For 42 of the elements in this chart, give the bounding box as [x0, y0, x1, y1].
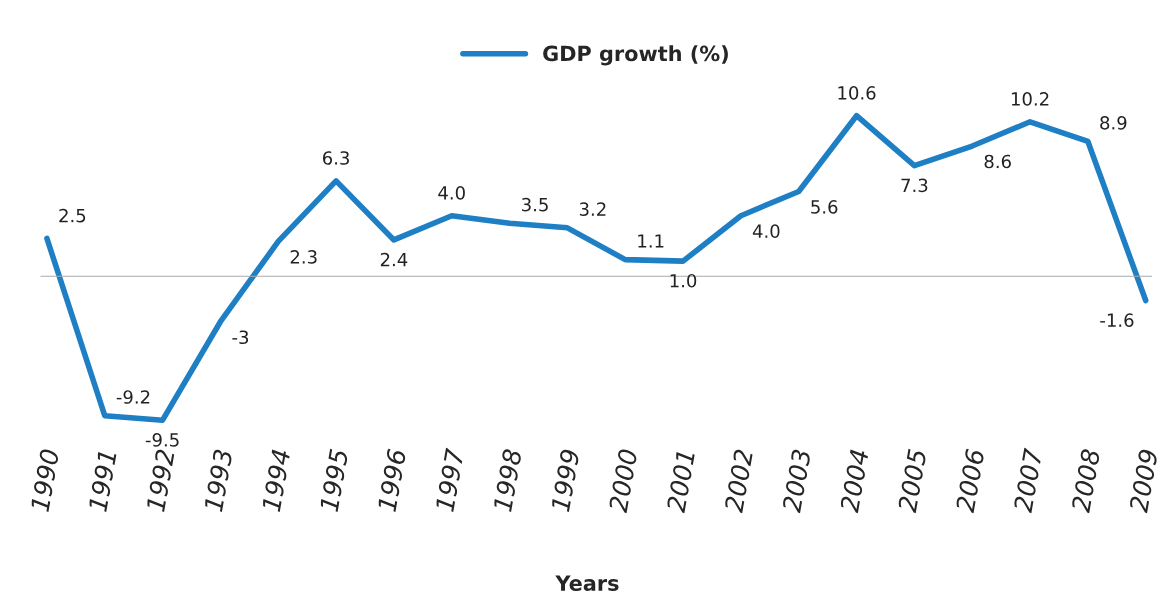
x-tick-label: 2002 [723, 448, 754, 514]
x-tick-label: 2007 [1013, 447, 1043, 514]
data-label: 2.3 [290, 250, 317, 264]
x-tick-label: 1990 [30, 448, 60, 513]
data-label: -9.5 [145, 433, 179, 447]
x-tick-label: 1998 [492, 448, 523, 513]
x-tick-label: 2003 [781, 449, 812, 514]
x-tick-label: 1995 [319, 448, 349, 513]
data-label: -1.6 [1100, 313, 1134, 328]
data-label: 10.2 [1011, 92, 1049, 106]
data-label: 1.0 [670, 273, 697, 288]
x-tick-label: 1994 [261, 449, 291, 513]
x-tick-label: 2008 [1070, 448, 1101, 514]
x-tick-label: 1991 [87, 451, 117, 513]
data-label: 3.2 [579, 202, 606, 216]
data-label: 4.0 [438, 186, 465, 200]
x-tick-label: 1999 [550, 448, 580, 513]
x-tick-label: 2009 [1128, 448, 1159, 514]
x-tick-label: 1997 [434, 447, 465, 513]
data-label: 8.6 [984, 154, 1011, 169]
data-label: -9.2 [116, 390, 150, 404]
x-tick-label: 2001 [666, 451, 696, 514]
x-tick-label: 2000 [608, 448, 638, 514]
data-label: 7.3 [901, 178, 928, 193]
data-label: -3 [232, 330, 249, 345]
x-tick-label: 1996 [377, 448, 407, 513]
data-label: 5.6 [811, 200, 838, 214]
legend-label: GDP growth (%) [543, 45, 728, 66]
data-label: 6.3 [322, 151, 349, 165]
data-label: 2.5 [59, 208, 86, 223]
x-tick-label: 2005 [897, 448, 927, 514]
data-label: 1.1 [638, 234, 664, 248]
x-tick-label: 2004 [839, 449, 869, 514]
data-label: 10.6 [838, 86, 876, 100]
data-label: 2.4 [380, 252, 408, 267]
data-label: 3.5 [522, 197, 548, 212]
data-label: 8.9 [1100, 115, 1127, 130]
x-tick-label: 2006 [955, 448, 985, 514]
x-tick-label: 1993 [203, 449, 233, 513]
data-label: 4.0 [752, 224, 780, 238]
x-axis-title: Years [555, 575, 619, 592]
x-tick-label: 1992 [145, 448, 175, 513]
